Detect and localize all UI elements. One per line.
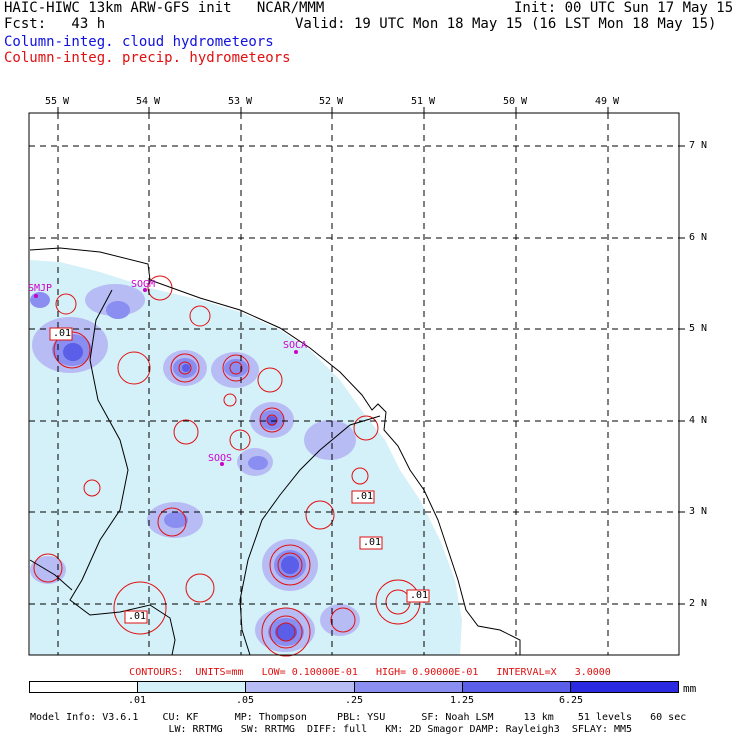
- lat-label-7n: 7 N: [689, 140, 708, 151]
- lon-label-53w: 53 W: [228, 96, 253, 107]
- model-info-line2: LW: RRTMG SW: RRTMG DIFF: full KM: 2D Sm…: [30, 724, 633, 735]
- colorbar-bin-5: [570, 682, 679, 692]
- contour-label-boxes: [49, 327, 430, 624]
- colorbar-tick: .05: [235, 695, 255, 706]
- colorbar-tick: .01: [127, 695, 147, 706]
- colorbar-unit: mm: [683, 682, 697, 695]
- station-markers: [34, 288, 298, 466]
- colorbar-tick: .25: [344, 695, 364, 706]
- lon-label-55w: 55 W: [45, 96, 70, 107]
- cloud-shading: [30, 260, 462, 655]
- map-area: [28, 107, 685, 657]
- precip-contours: [33, 275, 421, 657]
- lon-label-51w: 51 W: [411, 96, 436, 107]
- coastline: [29, 247, 521, 655]
- forecast-hour: Fcst: 43 h: [4, 16, 106, 32]
- contour-label: .01: [53, 328, 72, 339]
- field-cloud-label: Column-integ. cloud hydrometeors: [4, 34, 274, 50]
- model-title: HAIC-HIWC 13km ARW-GFS init NCAR/MMM: [4, 0, 325, 16]
- country-borders: [29, 289, 381, 656]
- lat-label-2n: 2 N: [689, 598, 708, 609]
- colorbar-bin-3: [354, 682, 463, 692]
- colorbar-tick: 1.25: [449, 695, 475, 706]
- colorbar-bin-4: [462, 682, 571, 692]
- lon-label-50w: 50 W: [503, 96, 528, 107]
- model-info-line1: Model Info: V3.6.1 CU: KF MP: Thompson P…: [30, 712, 687, 723]
- station-soca: SOCA: [283, 340, 308, 351]
- colorbar-bin-0: [30, 682, 139, 692]
- colorbar-bin-1: [138, 682, 247, 692]
- contour-label: .01: [363, 537, 382, 548]
- lat-label-5n: 5 N: [689, 323, 708, 334]
- contour-label: .01: [355, 491, 374, 502]
- lon-label-54w: 54 W: [136, 96, 161, 107]
- station-smjp: SMJP: [28, 283, 53, 294]
- lat-label-3n: 3 N: [689, 506, 708, 517]
- field-precip-label: Column-integ. precip. hydrometeors: [4, 50, 291, 66]
- colorbar: [29, 681, 679, 693]
- lon-label-49w: 49 W: [595, 96, 620, 107]
- valid-time: Valid: 19 UTC Mon 18 May 15 (16 LST Mon …: [295, 16, 717, 32]
- colorbar-bin-2: [246, 682, 355, 692]
- colorbar-tick: 6.25: [558, 695, 584, 706]
- contours-info: CONTOURS: UNITS=mm LOW= 0.10000E-01 HIGH…: [129, 667, 611, 678]
- contour-label: .01: [128, 611, 147, 622]
- tick-marks: [57, 107, 685, 605]
- grid-lines: [29, 113, 679, 655]
- lat-label-6n: 6 N: [689, 232, 708, 243]
- station-sogm: SOGM: [131, 279, 156, 290]
- lon-label-52w: 52 W: [319, 96, 344, 107]
- contour-label: .01: [410, 590, 429, 601]
- map-border: [28, 112, 680, 656]
- init-time: Init: 00 UTC Sun 17 May 15: [514, 0, 734, 16]
- lat-label-4n: 4 N: [689, 415, 708, 426]
- station-soos: SOOS: [208, 453, 233, 464]
